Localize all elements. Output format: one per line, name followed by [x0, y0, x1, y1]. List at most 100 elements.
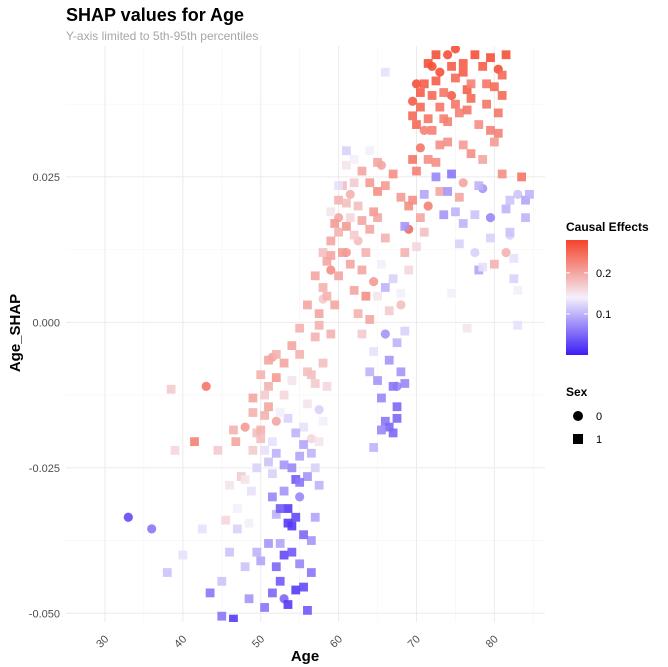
point-sex-1: [435, 140, 445, 150]
point-sex-1: [423, 114, 433, 124]
point-sex-1: [287, 376, 297, 385]
point-sex-0: [240, 422, 250, 432]
point-sex-1: [427, 125, 437, 135]
point-sex-1: [314, 309, 324, 319]
point-sex-1: [365, 367, 375, 377]
point-sex-1: [447, 169, 456, 179]
point-sex-1: [318, 358, 328, 368]
point-sex-1: [408, 111, 417, 121]
point-sex-1: [260, 390, 270, 400]
point-sex-1: [260, 411, 270, 420]
point-sex-1: [497, 169, 507, 179]
point-sex-1: [513, 320, 523, 330]
point-sex-0: [271, 416, 281, 426]
point-sex-1: [373, 213, 382, 223]
point-sex-1: [419, 227, 429, 237]
point-sex-1: [377, 393, 386, 403]
grid-minor: [66, 46, 545, 622]
point-sex-1: [248, 408, 258, 417]
chart-subtitle: Y-axis limited to 5th-95th percentiles: [66, 29, 258, 43]
point-sex-0: [446, 90, 457, 101]
point-sex-1: [248, 445, 258, 455]
point-sex-0: [501, 247, 511, 258]
point-sex-1: [458, 67, 468, 77]
point-sex-0: [415, 143, 425, 153]
point-sex-1: [388, 381, 398, 391]
point-sex-1: [252, 463, 262, 473]
y-axis-ticks: -0.050 -0.025 0.000 0.025: [29, 172, 60, 620]
point-sex-0: [345, 189, 355, 199]
point-sex-1: [264, 457, 273, 467]
point-sex-1: [361, 291, 371, 301]
point-sex-1: [229, 614, 238, 622]
point-sex-1: [345, 259, 355, 269]
point-sex-1: [341, 198, 351, 208]
point-sex-1: [462, 323, 472, 333]
point-sex-1: [295, 477, 305, 487]
point-sex-1: [190, 437, 199, 447]
point-sex-1: [244, 594, 254, 604]
x-axis-title: Age: [291, 648, 319, 665]
point-sex-1: [435, 102, 445, 112]
point-sex-1: [256, 556, 266, 566]
point-sex-1: [380, 181, 390, 191]
point-sex-1: [357, 329, 367, 339]
point-sex-1: [482, 79, 491, 89]
point-sex-1: [264, 402, 273, 412]
point-sex-1: [509, 274, 519, 284]
point-sex-1: [341, 146, 351, 156]
point-sex-1: [454, 108, 464, 118]
point-sex-1: [412, 242, 421, 252]
point-sex-1: [279, 550, 289, 560]
point-sex-1: [275, 504, 285, 513]
point-sex-0: [147, 524, 157, 534]
point-sex-1: [451, 73, 460, 83]
point-sex-1: [458, 219, 468, 228]
color-legend-tick-label: 0.1: [596, 309, 611, 321]
point-sex-1: [256, 425, 266, 435]
point-sex-1: [334, 271, 344, 281]
point-sex-0: [407, 96, 418, 106]
data-points: [123, 46, 534, 622]
point-sex-1: [310, 512, 320, 522]
point-sex-1: [275, 408, 285, 417]
point-sex-1: [357, 216, 367, 225]
point-sex-1: [232, 524, 242, 534]
point-sex-0: [201, 381, 211, 391]
point-sex-1: [256, 434, 266, 444]
point-sex-1: [283, 413, 293, 423]
point-sex-1: [486, 233, 495, 243]
point-sex-1: [384, 306, 394, 316]
point-sex-1: [408, 155, 417, 164]
point-sex-1: [392, 338, 402, 348]
point-sex-1: [303, 300, 312, 310]
point-sex-1: [377, 425, 386, 435]
point-sex-1: [299, 582, 308, 592]
point-sex-0: [314, 405, 324, 415]
point-sex-1: [489, 82, 499, 92]
point-sex-1: [310, 271, 320, 281]
x-tick-label: 40: [172, 633, 189, 650]
point-sex-1: [458, 59, 468, 68]
point-sex-1: [369, 207, 379, 217]
point-sex-1: [217, 576, 227, 586]
point-sex-1: [415, 102, 425, 112]
point-sex-1: [334, 181, 344, 191]
point-sex-0: [435, 67, 445, 77]
point-sex-1: [517, 172, 527, 182]
point-sex-1: [380, 67, 390, 77]
point-sex-1: [314, 320, 324, 330]
point-sex-1: [299, 530, 308, 540]
point-sex-1: [489, 137, 499, 147]
point-sex-1: [326, 329, 336, 339]
point-sex-1: [388, 169, 398, 179]
point-sex-1: [373, 291, 382, 301]
point-sex-1: [404, 265, 414, 275]
point-sex-1: [439, 88, 449, 97]
point-sex-1: [462, 105, 472, 115]
point-sex-1: [451, 99, 460, 109]
point-sex-1: [349, 230, 359, 240]
color-legend-title: Causal Effects: [566, 220, 649, 234]
point-sex-1: [267, 469, 277, 479]
point-sex-1: [423, 155, 433, 164]
